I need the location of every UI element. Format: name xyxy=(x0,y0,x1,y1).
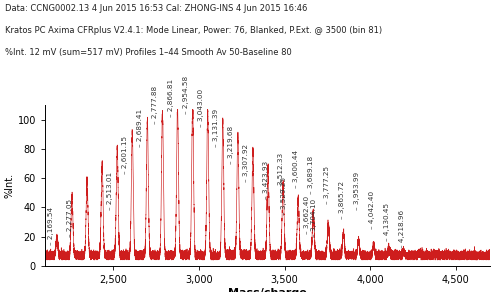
Text: – 3,043.00: – 3,043.00 xyxy=(198,89,204,127)
Text: – 3,600.44: – 3,600.44 xyxy=(293,150,299,188)
Text: – 3,307.92: – 3,307.92 xyxy=(243,144,249,182)
Text: – 3,423.93: – 3,423.93 xyxy=(263,160,269,199)
Text: – 3,777.25: – 3,777.25 xyxy=(324,166,330,204)
Text: – 2,513.01: – 2,513.01 xyxy=(107,172,113,210)
Text: – 3,512.33: – 3,512.33 xyxy=(278,153,284,191)
Text: – 3,865.72: – 3,865.72 xyxy=(338,181,344,219)
X-axis label: Mass/charge: Mass/charge xyxy=(228,288,307,292)
Text: – 4,218.96: – 4,218.96 xyxy=(399,210,405,248)
Text: – 3,662.40: – 3,662.40 xyxy=(304,195,310,234)
Text: %Int. 12 mV (sum=517 mV) Profiles 1–44 Smooth Av 50-Baseline 80: %Int. 12 mV (sum=517 mV) Profiles 1–44 S… xyxy=(5,48,292,57)
Text: – 2,866.81: – 2,866.81 xyxy=(168,79,173,117)
Text: – 3,529.25: – 3,529.25 xyxy=(281,176,287,215)
Text: Data: CCNG0002.13 4 Jun 2015 16:53 Cal: ZHONG-INS 4 Jun 2015 16:46: Data: CCNG0002.13 4 Jun 2015 16:53 Cal: … xyxy=(5,4,308,13)
Text: – 4,130.45: – 4,130.45 xyxy=(384,203,390,241)
Text: – 2,954.58: – 2,954.58 xyxy=(182,76,188,114)
Text: – 2,601.15: – 2,601.15 xyxy=(122,135,128,174)
Text: – 3,689.18: – 3,689.18 xyxy=(308,156,314,194)
Text: – 3,953.99: – 3,953.99 xyxy=(354,172,360,210)
Text: – 2,777.88: – 2,777.88 xyxy=(152,86,158,124)
Text: – 2,169.54: – 2,169.54 xyxy=(48,207,54,245)
Text: Kratos PC Axima CFRplus V2.4.1: Mode Linear, Power: 76, Blanked, P.Ext. @ 3500 (: Kratos PC Axima CFRplus V2.4.1: Mode Lin… xyxy=(5,26,382,35)
Text: – 2,689.41: – 2,689.41 xyxy=(138,109,143,147)
Text: – 4,042.40: – 4,042.40 xyxy=(369,191,375,229)
Text: – 3,131.39: – 3,131.39 xyxy=(213,109,219,147)
Text: – 3,704.10: – 3,704.10 xyxy=(311,198,317,237)
Text: – 3,219.68: – 3,219.68 xyxy=(228,125,234,164)
Text: – 2,277.05: – 2,277.05 xyxy=(66,198,72,237)
Y-axis label: %Int.: %Int. xyxy=(5,173,15,198)
